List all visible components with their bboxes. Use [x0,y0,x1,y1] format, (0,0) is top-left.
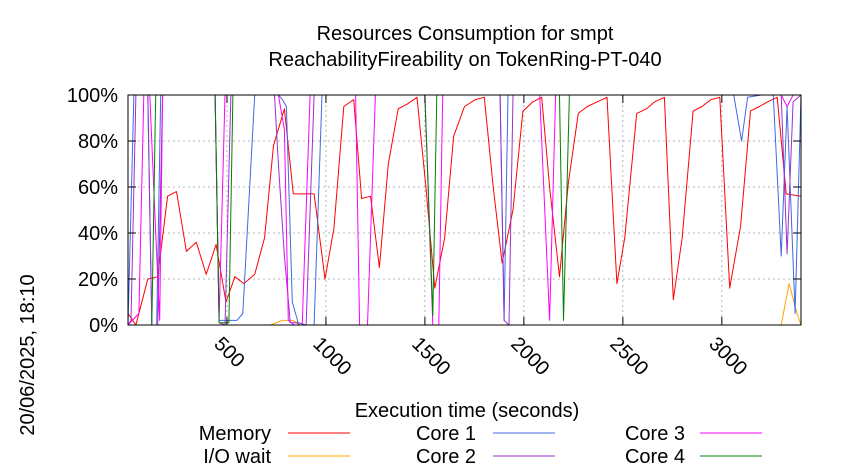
chart-title-line1: Resources Consumption for smpt [317,23,614,45]
legend-label-core-4: Core 4 [625,446,685,468]
y-tick-label: 0% [89,315,118,337]
series-lines [127,94,802,326]
chart-title-line2: ReachabilityFireability on TokenRing-PT-… [268,49,661,71]
grid [128,95,801,325]
legend-label-i-o-wait: I/O wait [203,446,271,468]
x-tick-label: 500 [209,333,248,372]
y-tick-label: 20% [78,269,118,291]
legend: Memory Core 1 Core 3 I/O wait Core 2 Core 4 [199,423,762,468]
x-tick-label: 1500 [407,333,454,380]
x-tick-label: 2000 [506,333,553,380]
y-tick-label: 100% [67,85,118,107]
legend-label-memory: Memory [199,423,271,445]
timestamp-label: 20/06/2025, 18:10 [17,274,39,435]
y-tick-label: 80% [78,131,118,153]
legend-label-core-2: Core 2 [416,446,476,468]
series-line-core-3 [127,94,801,326]
legend-label-core-1: Core 1 [416,423,476,445]
x-tick-label: 2500 [605,333,652,380]
x-tick-label: 1000 [308,333,355,380]
y-tick-label: 60% [78,177,118,199]
legend-label-core-3: Core 3 [625,423,685,445]
series-line-core-2 [127,94,802,326]
plot-border [127,94,802,326]
y-tick-labels: 0% 20% 40% 60% 80% 100% [67,85,118,337]
series-line-core-1 [127,94,802,326]
series-line-memory [127,96,802,326]
series-line-core-4 [128,94,801,326]
axis-ticks [128,94,801,326]
x-tick-labels: 500 1000 1500 2000 2500 3000 [209,333,751,380]
x-axis-label: Execution time (seconds) [355,400,580,422]
x-tick-label: 3000 [704,333,751,380]
y-tick-label: 40% [78,223,118,245]
